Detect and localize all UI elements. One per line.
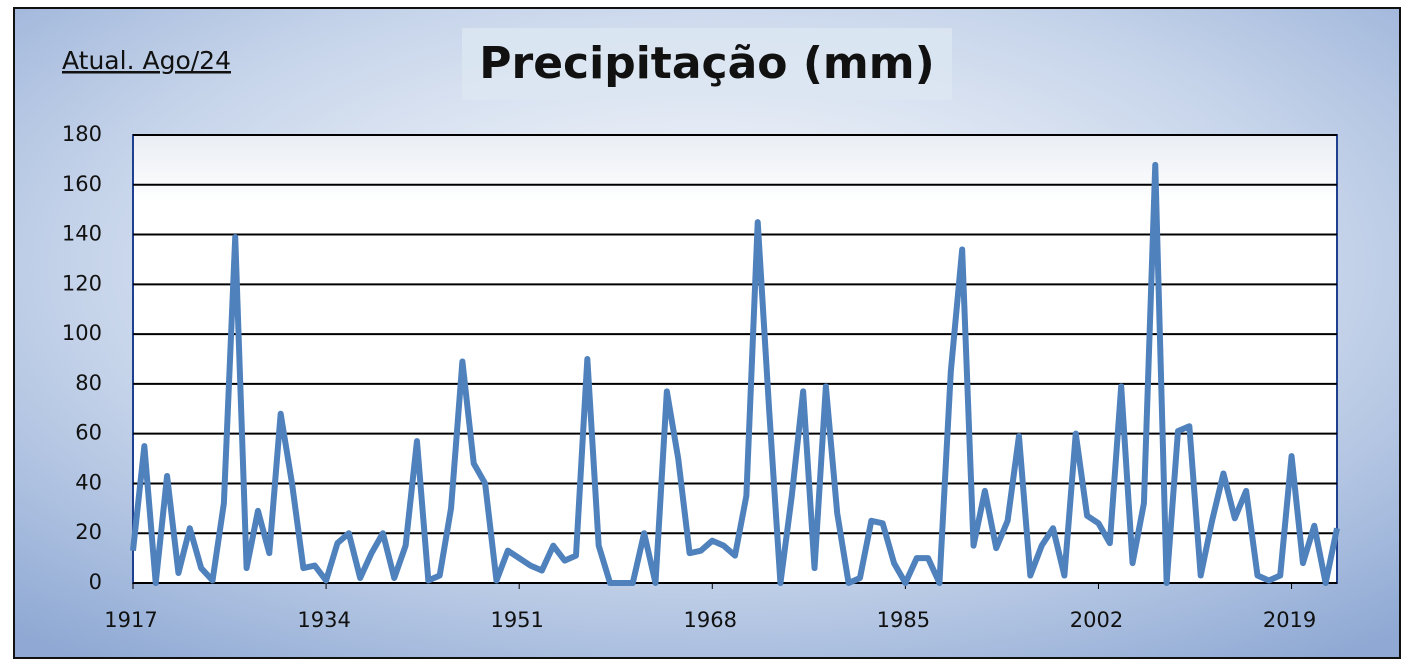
annotation: Atual. Ago/24: [62, 46, 231, 75]
x-tick-label: 1968: [684, 608, 737, 632]
chart-title: Precipitação (mm): [479, 38, 935, 89]
x-tick-label: 1917: [104, 608, 157, 632]
y-tick-label: 0: [89, 570, 102, 594]
y-tick-label: 180: [62, 122, 102, 146]
y-tick-label: 20: [75, 520, 102, 544]
y-tick-label: 40: [75, 470, 102, 494]
x-tick-label: 1951: [490, 608, 543, 632]
data-line: [130, 161, 1340, 586]
title-box: [462, 28, 952, 100]
y-tick-label: 140: [62, 222, 102, 246]
x-tick-label: 2019: [1263, 608, 1316, 632]
y-tick-label: 100: [62, 321, 102, 345]
plot-area: [132, 134, 1338, 584]
y-tick-label: 160: [62, 172, 102, 196]
y-tick-label: 80: [75, 371, 102, 395]
y-tick-label: 60: [75, 421, 102, 445]
y-tick-label: 120: [62, 271, 102, 295]
x-tick-label: 1934: [297, 608, 350, 632]
x-tick-label: 2002: [1070, 608, 1123, 632]
x-tick-label: 1985: [877, 608, 930, 632]
